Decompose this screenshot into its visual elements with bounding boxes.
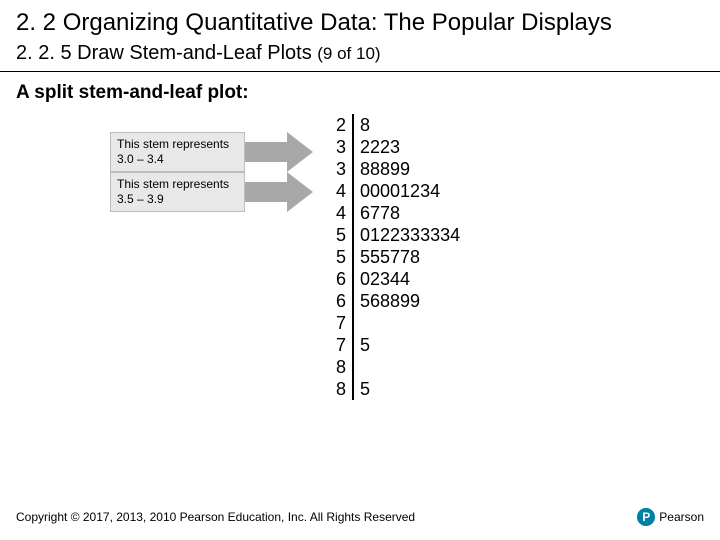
stemleaf-row: 388899	[330, 158, 460, 180]
stemleaf-row: 85	[330, 378, 460, 400]
callout-1-line2: 3.0 – 3.4	[117, 152, 238, 167]
subsection-number: 2. 2. 5 Draw Stem-and-Leaf Plots	[16, 42, 312, 64]
pearson-logo-icon: P	[637, 508, 655, 526]
leaf-cell: 5	[354, 334, 370, 356]
stemleaf-row: 400001234	[330, 180, 460, 202]
callout-2-line1: This stem represents	[117, 177, 238, 192]
stem-cell: 3	[330, 158, 354, 180]
callout-2-line2: 3.5 – 3.9	[117, 192, 238, 207]
leaf-cell: 8	[354, 114, 370, 136]
stem-cell: 6	[330, 290, 354, 312]
stemleaf-row: 6568899	[330, 290, 460, 312]
stem-cell: 8	[330, 356, 354, 378]
arrow-icon	[245, 132, 315, 172]
stemleaf-row: 602344	[330, 268, 460, 290]
stem-and-leaf-plot: 2832223388899400001234467785012233333455…	[330, 114, 460, 400]
stemleaf-row: 28	[330, 114, 460, 136]
pearson-logo-text: Pearson	[659, 510, 704, 524]
leaf-cell: 568899	[354, 290, 420, 312]
copyright-text: Copyright © 2017, 2013, 2010 Pearson Edu…	[16, 510, 415, 524]
subsection-progress: (9 of 10)	[317, 44, 380, 63]
leaf-cell: 6778	[354, 202, 400, 224]
stemleaf-row: 5555778	[330, 246, 460, 268]
divider-line	[0, 71, 720, 72]
leaf-cell	[354, 312, 360, 334]
stemleaf-row: 75	[330, 334, 460, 356]
leaf-cell: 0122333334	[354, 224, 460, 246]
leaf-cell: 5	[354, 378, 370, 400]
stem-cell: 5	[330, 224, 354, 246]
stemleaf-row: 32223	[330, 136, 460, 158]
stem-cell: 5	[330, 246, 354, 268]
stemleaf-row: 50122333334	[330, 224, 460, 246]
stem-cell: 7	[330, 312, 354, 334]
stem-cell: 7	[330, 334, 354, 356]
stemleaf-row: 46778	[330, 202, 460, 224]
subsection-title: 2. 2. 5 Draw Stem-and-Leaf Plots (9 of 1…	[0, 38, 720, 65]
leaf-cell	[354, 356, 360, 378]
callout-2: This stem represents 3.5 – 3.9	[110, 172, 315, 212]
arrow-icon	[245, 172, 315, 212]
footer: Copyright © 2017, 2013, 2010 Pearson Edu…	[16, 508, 704, 526]
callout-2-box: This stem represents 3.5 – 3.9	[110, 172, 245, 212]
stemleaf-row: 8	[330, 356, 460, 378]
section-title: 2. 2 Organizing Quantitative Data: The P…	[0, 0, 720, 38]
leaf-cell: 88899	[354, 158, 410, 180]
stem-cell: 3	[330, 136, 354, 158]
pearson-logo: P Pearson	[637, 508, 704, 526]
stem-cell: 4	[330, 202, 354, 224]
stemleaf-row: 7	[330, 312, 460, 334]
plot-area: This stem represents 3.0 – 3.4 This stem…	[0, 114, 720, 434]
stem-cell: 2	[330, 114, 354, 136]
leaf-cell: 00001234	[354, 180, 440, 202]
callout-1-line1: This stem represents	[117, 137, 238, 152]
stem-cell: 4	[330, 180, 354, 202]
plot-subtitle: A split stem-and-leaf plot:	[0, 82, 720, 114]
callout-1: This stem represents 3.0 – 3.4	[110, 132, 315, 172]
leaf-cell: 2223	[354, 136, 400, 158]
leaf-cell: 555778	[354, 246, 420, 268]
callout-1-box: This stem represents 3.0 – 3.4	[110, 132, 245, 172]
leaf-cell: 02344	[354, 268, 410, 290]
stem-cell: 8	[330, 378, 354, 400]
stem-cell: 6	[330, 268, 354, 290]
